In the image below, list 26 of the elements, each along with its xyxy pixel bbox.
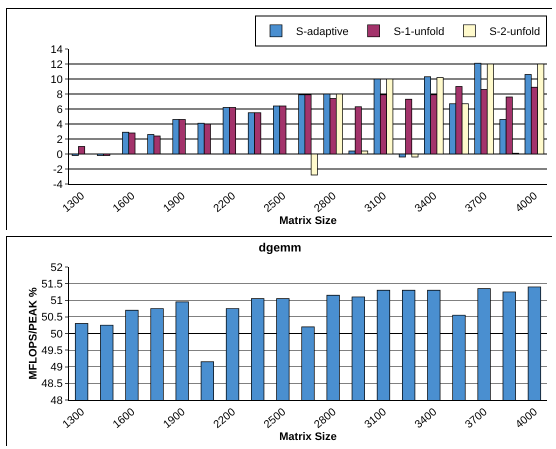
- x-axis-title: Matrix Size: [279, 215, 337, 228]
- y-axis-title: MFLOPS/PEAK %: [27, 287, 40, 380]
- y-tick-label: 49.5: [41, 344, 63, 357]
- y-tick-label: -4: [53, 178, 63, 191]
- y-tick-label: 14: [50, 44, 63, 56]
- y-tick-label: 6: [56, 104, 63, 116]
- y-tick-label: 50: [50, 328, 63, 340]
- x-axis-title: Matrix Size: [279, 431, 337, 444]
- legend-label: S-adaptive: [296, 26, 349, 38]
- y-tick-label: 48.5: [41, 378, 63, 390]
- legend-label: S-1-unfold: [394, 26, 444, 38]
- y-tick-label: -2: [53, 164, 63, 176]
- y-tick-label: 10: [50, 74, 63, 86]
- legend-label: S-2-unfold: [489, 26, 540, 38]
- y-tick-label: 4: [56, 118, 63, 131]
- y-tick-label: 51: [50, 295, 63, 308]
- chart-title: dgemm: [258, 240, 302, 255]
- y-tick-label: 50.5: [41, 312, 63, 324]
- y-tick-label: 2: [56, 134, 63, 146]
- y-tick-label: 52: [50, 262, 63, 274]
- y-tick-label: 12: [50, 58, 63, 71]
- y-tick-label: 51.5: [41, 278, 63, 290]
- y-tick-label: 49: [50, 362, 63, 374]
- y-tick-label: 8: [56, 88, 63, 101]
- y-tick-label: 48: [50, 394, 63, 407]
- y-tick-label: 0: [56, 148, 63, 161]
